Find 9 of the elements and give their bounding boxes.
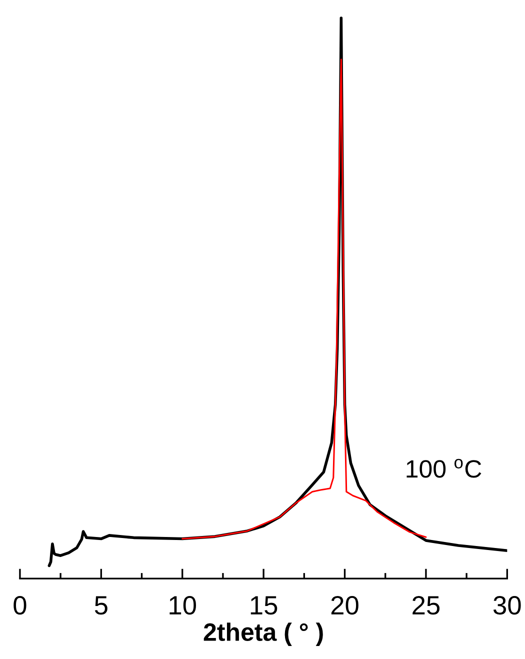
x-tick-label: 25 [412,596,440,615]
x-tick-label: 0 [14,596,26,615]
x-tick-label: 20 [331,596,358,615]
x-tick-label: 15 [250,596,278,615]
x-tick-label: 30 [493,596,521,615]
x-tick-label: 10 [170,596,196,615]
annotation: 100 $^{o}$C [406,458,482,478]
x-tick-label: 5 [94,596,108,615]
x-axis-title: 2theta ( ° ) [204,622,323,646]
